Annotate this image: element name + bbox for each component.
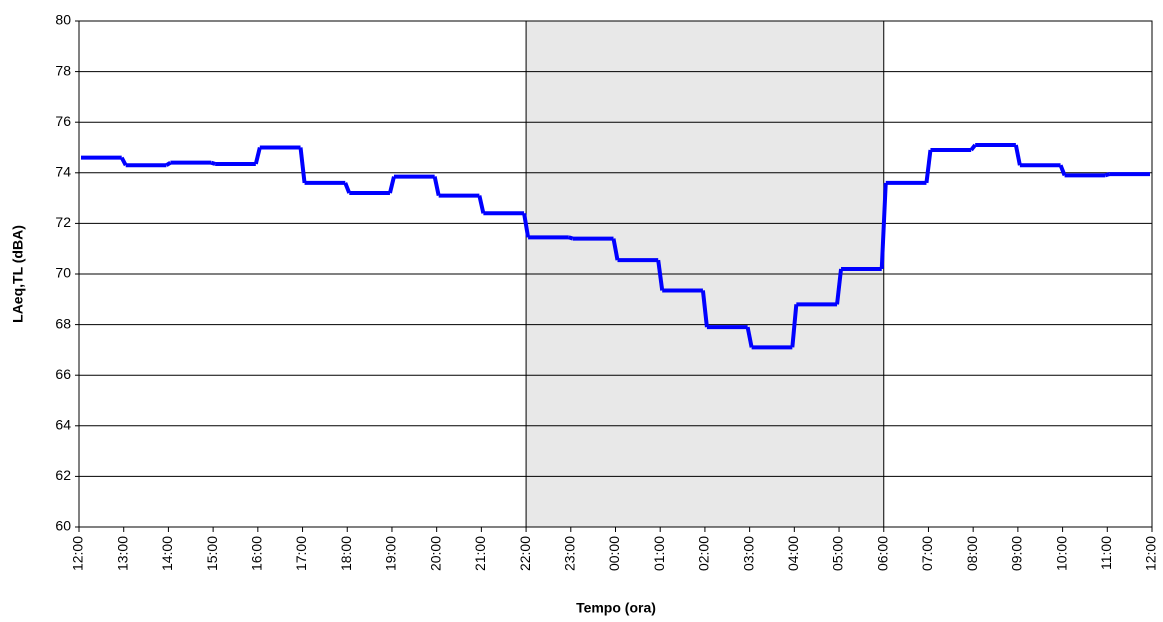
x-tick-label: 21:00 <box>472 536 488 571</box>
x-tick-label: 11:00 <box>1098 536 1114 570</box>
step-riser <box>165 160 172 167</box>
y-tick-label: 74 <box>55 164 71 180</box>
x-tick-label: 01:00 <box>651 536 667 571</box>
plot-frame <box>78 20 1153 528</box>
x-axis-title: Tempo (ora) <box>576 600 656 616</box>
x-tick-label: 02:00 <box>696 536 712 571</box>
x-tick-label: 09:00 <box>1009 536 1025 571</box>
x-tick-label: 06:00 <box>874 536 890 571</box>
step-riser <box>432 176 441 196</box>
x-tick-label: 13:00 <box>114 536 130 571</box>
step-riser <box>745 326 754 348</box>
y-axis-title: LAeq,TL (dBA) <box>10 225 26 323</box>
step-riser <box>790 304 799 348</box>
step-riser <box>1058 164 1067 177</box>
step-riser <box>253 147 262 165</box>
step-riser <box>210 160 216 166</box>
step-riser <box>522 212 531 238</box>
x-tick-label: 18:00 <box>338 536 354 571</box>
x-tick-label: 20:00 <box>427 536 443 571</box>
x-tick-label: 04:00 <box>785 536 801 571</box>
y-tick-label: 76 <box>55 113 71 129</box>
x-tick-label: 08:00 <box>964 536 980 571</box>
step-riser <box>343 182 352 194</box>
x-tick-label: 00:00 <box>606 536 622 571</box>
y-tick-label: 60 <box>55 518 71 534</box>
x-tick-label: 16:00 <box>249 536 265 571</box>
y-tick-label: 80 <box>55 12 71 28</box>
step-riser <box>1013 144 1022 166</box>
step-riser <box>477 195 486 214</box>
step-riser <box>656 259 665 291</box>
x-tick-label: 23:00 <box>561 536 577 571</box>
y-tick-label: 64 <box>55 417 71 433</box>
x-tick-label: 05:00 <box>830 536 846 571</box>
x-tick-label: 15:00 <box>204 536 220 571</box>
step-riser <box>969 143 977 152</box>
x-tick-label: 17:00 <box>293 536 309 571</box>
x-tick-label: 07:00 <box>919 536 935 571</box>
step-riser <box>298 147 307 184</box>
step-riser <box>835 268 844 305</box>
step-riser <box>1104 172 1110 178</box>
x-tick-label: 14:00 <box>159 536 175 571</box>
y-tick-label: 68 <box>55 315 71 331</box>
y-tick-label: 70 <box>55 265 71 281</box>
step-riser <box>568 235 574 241</box>
step-riser <box>879 182 888 270</box>
y-tick-label: 66 <box>55 366 71 382</box>
y-tick-label: 62 <box>55 467 71 483</box>
x-tick-label: 22:00 <box>517 536 533 571</box>
y-tick-label: 72 <box>55 214 71 230</box>
step-riser <box>388 176 396 194</box>
step-riser <box>119 156 128 167</box>
x-tick-label: 03:00 <box>740 536 756 571</box>
x-tick-label: 19:00 <box>383 536 399 571</box>
x-tick-label: 12:00 <box>1143 536 1159 571</box>
x-tick-label: 10:00 <box>1053 536 1069 571</box>
x-tick-label: 12:00 <box>70 536 86 571</box>
y-tick-label: 78 <box>55 62 71 78</box>
step-riser <box>611 238 620 261</box>
step-riser <box>924 149 933 184</box>
step-riser <box>700 290 709 328</box>
